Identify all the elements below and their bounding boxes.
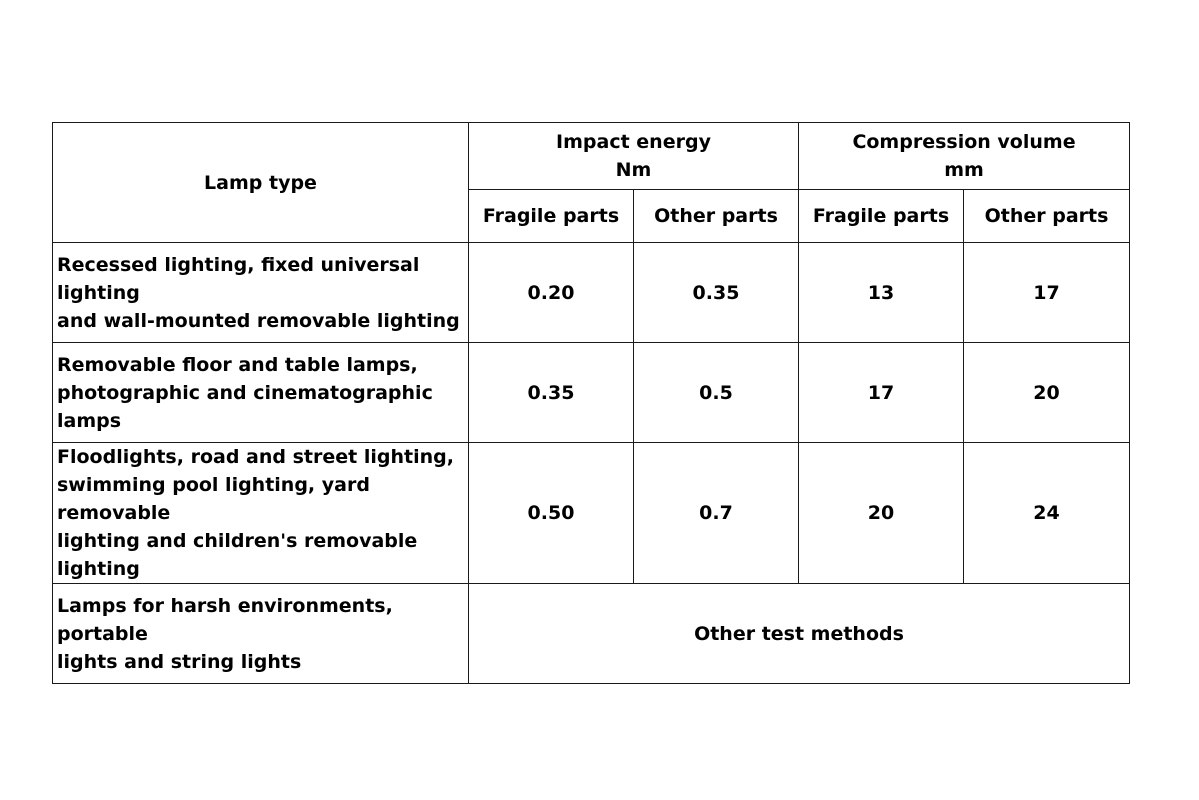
table-row: Recessed lighting, fixed universal light… bbox=[52, 242, 1131, 343]
table-row: Floodlights, road and street lighting, s… bbox=[52, 442, 1131, 584]
value-cell: 0.35 bbox=[633, 242, 799, 343]
impact-energy-header: Impact energy Nm bbox=[468, 122, 799, 190]
lamp-type-line: photographic and cinematographic lamps bbox=[57, 381, 433, 432]
header-row: Lamp type Impact energy Nm Compression v… bbox=[52, 122, 1131, 243]
lamp-type-line: Floodlights, road and street lighting, bbox=[57, 446, 454, 468]
compression-volume-unit: mm bbox=[944, 159, 984, 181]
subheader-cell: Fragile parts bbox=[468, 189, 634, 243]
value-cell: 0.35 bbox=[468, 342, 634, 443]
other-test-methods-cell: Other test methods bbox=[467, 583, 1131, 684]
lamp-type-line: lighting and children's removable lighti… bbox=[57, 530, 418, 580]
value-cell: 0.7 bbox=[633, 442, 799, 584]
subheader-row: Fragile parts Other parts Fragile parts … bbox=[53, 189, 1131, 243]
value-cell: 24 bbox=[962, 442, 1131, 584]
lamp-type-line: Removable floor and table lamps, bbox=[57, 353, 418, 376]
value-cell: 20 bbox=[798, 442, 964, 584]
subheader-cell: Other parts bbox=[633, 189, 799, 243]
subheader-cell: Other parts bbox=[962, 189, 1131, 243]
table-row: Lamps for harsh environments, portable l… bbox=[52, 583, 1131, 684]
value-cell: 17 bbox=[962, 242, 1131, 343]
compression-volume-title: Compression volume bbox=[852, 131, 1076, 153]
lamp-type-cell: Recessed lighting, fixed universal light… bbox=[52, 242, 469, 343]
subheader-cell: Fragile parts bbox=[798, 189, 964, 243]
lamp-type-line: and wall-mounted removable lighting bbox=[57, 309, 460, 332]
lamp-type-line: Recessed lighting, fixed universal light… bbox=[57, 253, 420, 304]
value-cell: 0.5 bbox=[633, 342, 799, 443]
lamp-type-line: swimming pool lighting, yard removable bbox=[57, 474, 370, 524]
lamp-type-cell: Floodlights, road and street lighting, s… bbox=[52, 442, 469, 584]
lamp-type-cell: Lamps for harsh environments, portable l… bbox=[52, 583, 469, 684]
value-cell: 13 bbox=[798, 242, 964, 343]
table-row: Removable floor and table lamps, photogr… bbox=[52, 342, 1131, 443]
compression-volume-header: Compression volume mm bbox=[797, 122, 1131, 190]
value-cell: 17 bbox=[798, 342, 964, 443]
value-cell: 0.50 bbox=[468, 442, 634, 584]
value-cell: 0.20 bbox=[468, 242, 634, 343]
impact-energy-title: Impact energy bbox=[556, 131, 711, 153]
lamp-type-cell: Removable floor and table lamps, photogr… bbox=[52, 342, 469, 443]
impact-energy-unit: Nm bbox=[615, 159, 652, 181]
value-cell: 20 bbox=[962, 342, 1131, 443]
lamp-type-line: Lamps for harsh environments, portable bbox=[57, 594, 393, 645]
lamp-type-line: lights and string lights bbox=[57, 650, 302, 673]
lamp-type-header: Lamp type bbox=[52, 122, 469, 243]
impact-test-table: Lamp type Impact energy Nm Compression v… bbox=[52, 122, 1131, 684]
